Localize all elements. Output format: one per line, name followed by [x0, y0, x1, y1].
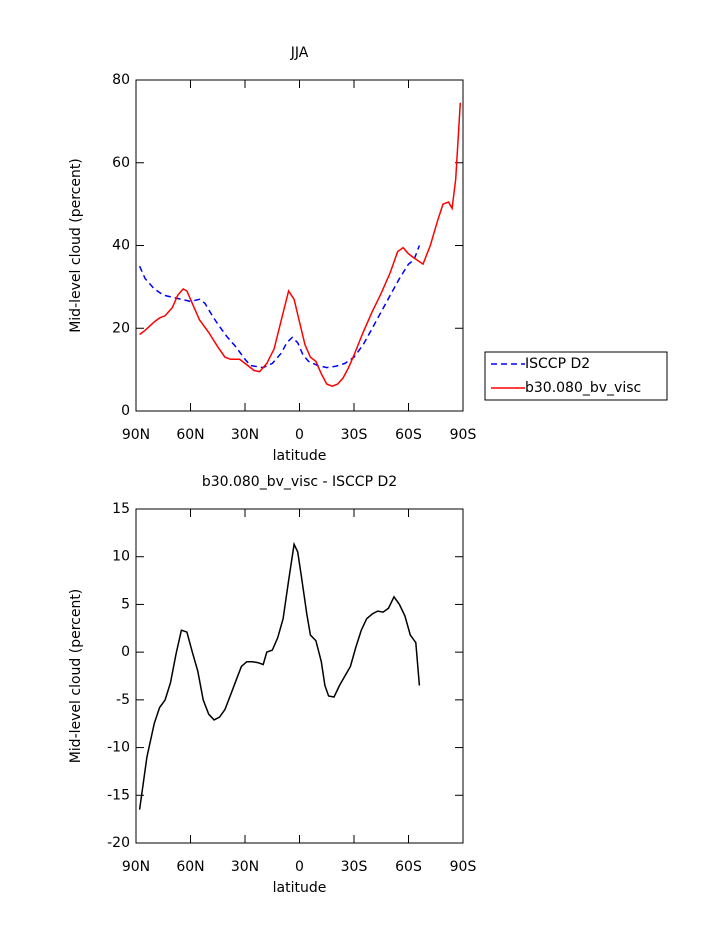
chart-title: b30.080_bv_visc - ISCCP D2	[202, 474, 397, 490]
x-tick-label: 0	[295, 859, 304, 875]
y-tick-label: 0	[121, 403, 130, 419]
y-tick-label: 0	[121, 644, 130, 660]
x-tick-label: 60N	[176, 859, 204, 875]
y-tick-label: 15	[112, 501, 130, 517]
x-tick-label: 0	[295, 427, 304, 443]
y-tick-label: 60	[112, 155, 130, 171]
data-line	[138, 541, 421, 810]
x-tick-label: 90N	[122, 427, 150, 443]
y-tick-label: -20	[107, 835, 130, 851]
y-axis-label: Mid-level cloud (percent)	[68, 158, 84, 333]
y-tick-label: 10	[112, 549, 130, 565]
x-tick-label: 60N	[176, 427, 204, 443]
y-tick-label: -10	[107, 740, 130, 756]
y-tick-label: 40	[112, 238, 130, 254]
legend-label: b30.080_bv_visc	[525, 380, 641, 396]
chart-title: JJA	[290, 45, 309, 61]
plot-frame	[135, 79, 464, 412]
x-tick-label: 90S	[450, 859, 477, 875]
y-tick-label: 5	[121, 596, 130, 612]
y-tick-label: 80	[112, 72, 130, 88]
legend-box	[484, 351, 668, 401]
data-line	[138, 245, 421, 369]
x-tick-label: 30N	[231, 859, 259, 875]
x-tick-label: 60S	[395, 427, 422, 443]
y-tick-label: -15	[107, 787, 130, 803]
y-tick-label: 20	[112, 320, 130, 336]
legend-label: ISCCP D2	[525, 356, 590, 372]
y-tick-label: -5	[116, 692, 130, 708]
x-tick-label: 30S	[341, 859, 368, 875]
x-tick-label: 30S	[341, 427, 368, 443]
x-axis-label: latitude	[273, 880, 327, 896]
x-tick-label: 60S	[395, 859, 422, 875]
data-line	[139, 102, 462, 388]
y-axis-label: Mid-level cloud (percent)	[68, 589, 84, 764]
x-tick-label: 90S	[450, 427, 477, 443]
x-tick-label: 30N	[231, 427, 259, 443]
x-tick-label: 90N	[122, 859, 150, 875]
x-axis-label: latitude	[273, 448, 327, 464]
